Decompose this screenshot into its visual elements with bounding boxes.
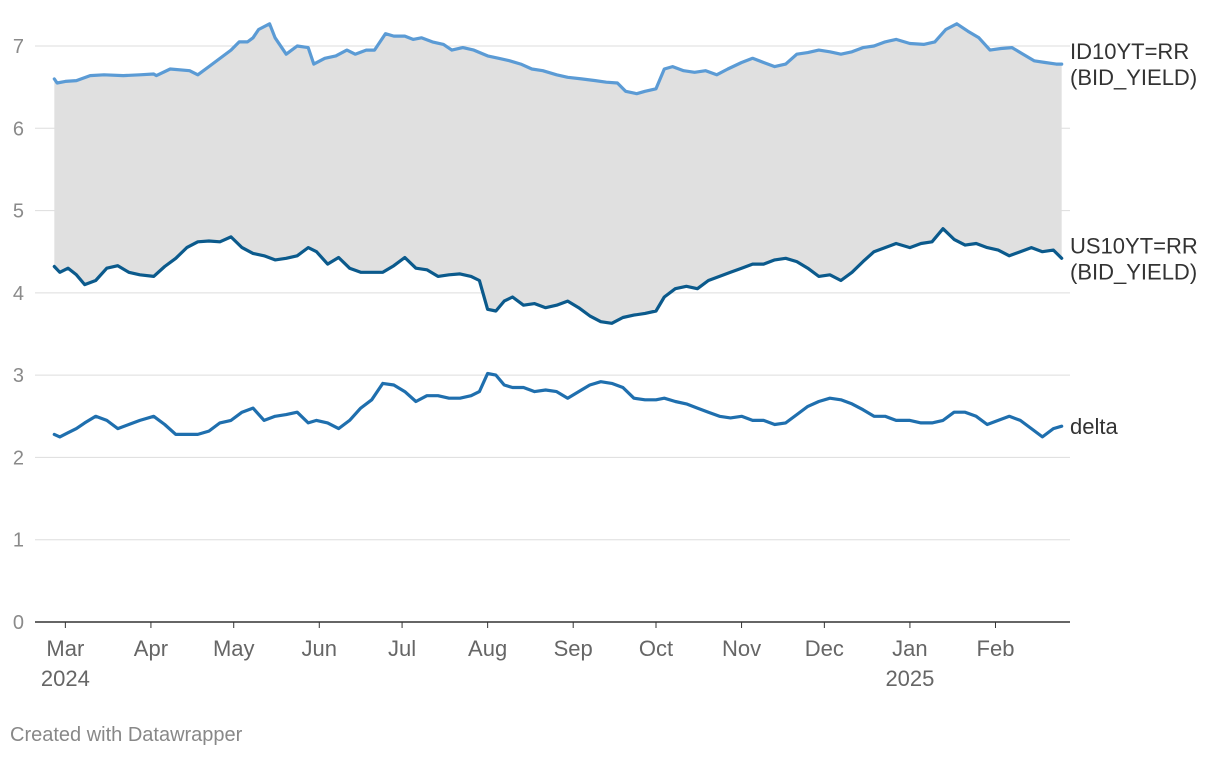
y-tick-label: 5 [13,201,24,223]
series-label: ID10YT=RR [1070,39,1189,64]
x-tick-label: Feb [977,636,1015,661]
series-label: (BID_YIELD) [1070,65,1197,90]
x-tick-label: May [213,636,255,661]
x-tick-label: Sep [554,636,593,661]
series-delta: delta [54,373,1118,439]
x-tick-year-label: 2024 [41,666,90,691]
datawrapper-credit: Created with Datawrapper [10,724,242,747]
x-tick-label: Apr [134,636,168,661]
y-tick-label: 6 [13,118,24,140]
x-tick-label: Jun [302,636,337,661]
y-tick-label: 7 [13,36,24,58]
x-tick-year-label: 2025 [885,666,934,691]
x-tick-label: Mar [46,636,84,661]
x-tick-label: Nov [722,636,761,661]
series-label: US10YT=RR [1070,233,1198,258]
series-label: (BID_YIELD) [1070,259,1197,284]
series-label: delta [1070,414,1118,439]
series-line [54,374,1061,437]
y-tick-label: 3 [13,365,24,387]
y-tick-label: 4 [13,283,24,305]
x-tick-label: Dec [805,636,844,661]
x-tick-label: Jan [892,636,927,661]
y-tick-label: 2 [13,447,24,469]
y-tick-label: 0 [13,612,24,634]
x-tick-label: Aug [468,636,507,661]
x-tick-label: Oct [639,636,673,661]
x-tick-label: Jul [388,636,416,661]
y-tick-label: 1 [13,530,24,552]
